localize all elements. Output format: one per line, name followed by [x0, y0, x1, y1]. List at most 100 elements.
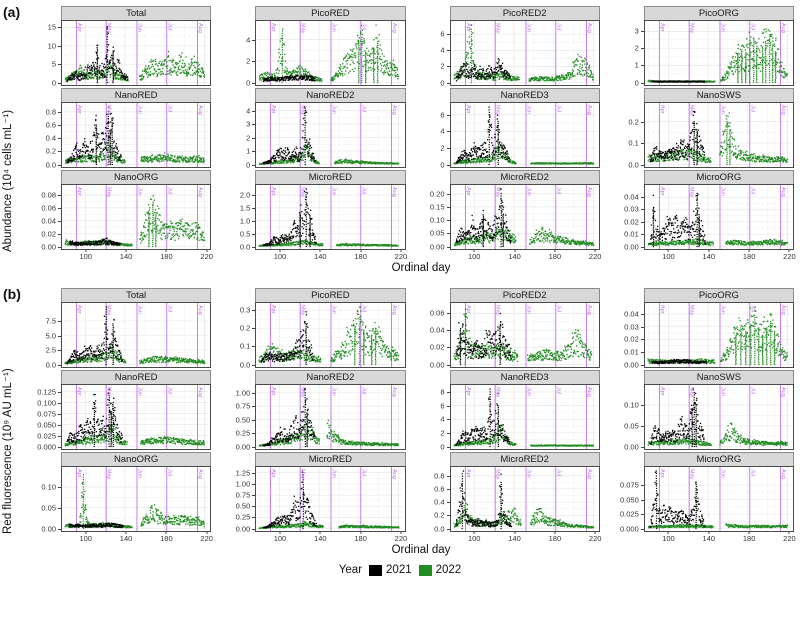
y-tick-label: 5	[51, 59, 56, 69]
y-tick-label: 0.15	[429, 202, 445, 212]
y-tick-mark	[58, 528, 61, 530]
y-tick-mark	[446, 515, 450, 517]
y-tick-label: 0.5	[239, 229, 251, 239]
y-tick-mark	[446, 313, 450, 315]
y-tick-label: 0.05	[624, 421, 639, 431]
x-tick-mark	[473, 250, 475, 252]
scatter-canvas	[62, 467, 208, 531]
y-tick-label: 2	[246, 133, 251, 143]
y-tick-mark	[252, 346, 256, 348]
y-tick-mark	[252, 164, 256, 166]
x-tick-label: 180	[160, 534, 173, 543]
facet-y-axis: 0.00 0.25 0.50 0.75 1.00 1.25	[218, 466, 256, 533]
y-tick-mark	[640, 121, 644, 123]
x-tick-mark	[360, 532, 362, 534]
facet-nanoorg: NanoORG 0.00 0.05 0.10 100 140 180 220	[24, 452, 213, 544]
y-tick-label: 2.0	[239, 190, 251, 200]
y-tick-mark	[446, 206, 450, 208]
y-tick-mark	[58, 350, 61, 351]
y-tick-mark	[640, 326, 644, 328]
y-tick-mark	[640, 164, 644, 166]
facet-picored: PicoRED 0.0 0.1 0.2 0.3	[218, 288, 406, 369]
x-tick-label: 100	[273, 252, 287, 261]
legend-item-2022: 2022	[418, 564, 461, 576]
y-tick-label: 0.01	[624, 347, 639, 357]
year-legend: Year 2021 2022	[0, 564, 800, 576]
y-tick-label: 0.0	[434, 524, 445, 533]
y-tick-label: 0.02	[624, 217, 639, 227]
facet-picoorg: PicoORG 0.00 0.01 0.02 0.03 0.04	[607, 288, 794, 369]
x-tick-mark	[165, 532, 167, 534]
y-tick-label: 3	[634, 26, 639, 36]
facet-microred: MicroRED 0.0 0.5 1.0 1.5 2.0 100 140 180 220	[218, 170, 407, 262]
y-tick-label: 0.06	[429, 308, 445, 318]
facet-plot-area	[61, 384, 212, 450]
facet-strip-title: MicroORG	[643, 170, 794, 184]
x-tick-label: 220	[588, 252, 602, 261]
x-tick-mark	[514, 532, 516, 534]
x-tick-mark	[667, 250, 669, 252]
y-tick-label: 0.10	[624, 400, 639, 410]
x-tick-mark	[788, 250, 790, 252]
scatter-canvas	[644, 21, 791, 85]
y-tick-label: 0.4	[434, 497, 445, 507]
facet-microorg: MicroORG 0.000 0.025 0.050 0.075 100 140 180 220	[607, 452, 796, 544]
y-tick-label: 0.00	[235, 442, 251, 451]
facet-y-axis: 0 1 2 3 4	[218, 102, 256, 169]
facet-strip-title: PicoORG	[643, 6, 794, 20]
legend-title: Year	[338, 564, 363, 576]
y-tick-mark	[446, 193, 450, 195]
x-tick-mark	[319, 532, 321, 534]
y-tick-mark	[252, 392, 256, 394]
y-tick-mark	[252, 328, 256, 330]
facet-x-axis: 100 140 180 220	[450, 532, 601, 544]
facet-strip-title: NanoORG	[61, 452, 212, 466]
facet-plot-area	[643, 20, 794, 86]
facet-nanored: NanoRED 0.0 0.2 0.4 0.6 0.8	[24, 88, 212, 169]
y-tick-mark	[58, 194, 61, 196]
facet-plot-area	[255, 302, 406, 368]
facet-x-axis: 100 140 180 220	[450, 250, 602, 262]
x-tick-label: 140	[508, 252, 521, 261]
y-tick-label: 0.20	[429, 189, 445, 199]
y-tick-label: 1.0	[239, 216, 251, 226]
y-tick-label: 0.04	[41, 216, 56, 226]
facet-strip-title: NanoRED3	[449, 370, 600, 384]
y-tick-mark	[446, 34, 450, 36]
y-tick-mark	[252, 110, 256, 112]
y-tick-mark	[640, 197, 644, 199]
facet-nanoorg: NanoORG 0.00 0.02 0.04 0.06 0.08 100 140 180 220	[24, 170, 213, 262]
facet-plot-area	[643, 466, 794, 532]
y-tick-mark	[446, 246, 450, 248]
y-tick-label: 0.2	[239, 323, 251, 333]
facet-strip-title: PicoRED2	[449, 6, 600, 20]
y-tick-mark	[58, 64, 61, 66]
y-tick-label: 4	[246, 106, 251, 116]
scatter-canvas	[62, 185, 208, 249]
y-tick-label: 0.25	[235, 512, 251, 522]
y-tick-mark	[640, 48, 644, 50]
scatter-canvas	[450, 303, 597, 367]
facet-plot-area	[449, 102, 600, 168]
y-tick-mark	[446, 82, 450, 84]
y-tick-label: 0.10	[41, 482, 56, 492]
y-tick-mark	[640, 425, 644, 427]
x-tick-mark	[319, 250, 321, 252]
facet-y-axis: 0.00 0.02 0.04 0.06	[413, 302, 450, 369]
y-tick-mark	[640, 143, 644, 145]
x-tick-label: 140	[119, 252, 133, 261]
facet-plot-area	[449, 20, 600, 86]
x-tick-mark	[594, 250, 596, 252]
y-tick-label: 6	[440, 110, 445, 120]
facet-strip-title: MicroRED2	[449, 452, 600, 466]
scatter-canvas	[256, 467, 403, 531]
scatter-canvas	[62, 21, 208, 85]
x-tick-mark	[514, 250, 516, 252]
y-tick-mark	[252, 483, 256, 485]
facet-strip-title: PicoORG	[643, 288, 794, 302]
y-tick-label: 6	[440, 29, 445, 39]
scatter-canvas	[256, 103, 403, 167]
y-tick-mark	[252, 124, 256, 126]
y-tick-label: 0.050	[37, 420, 56, 430]
